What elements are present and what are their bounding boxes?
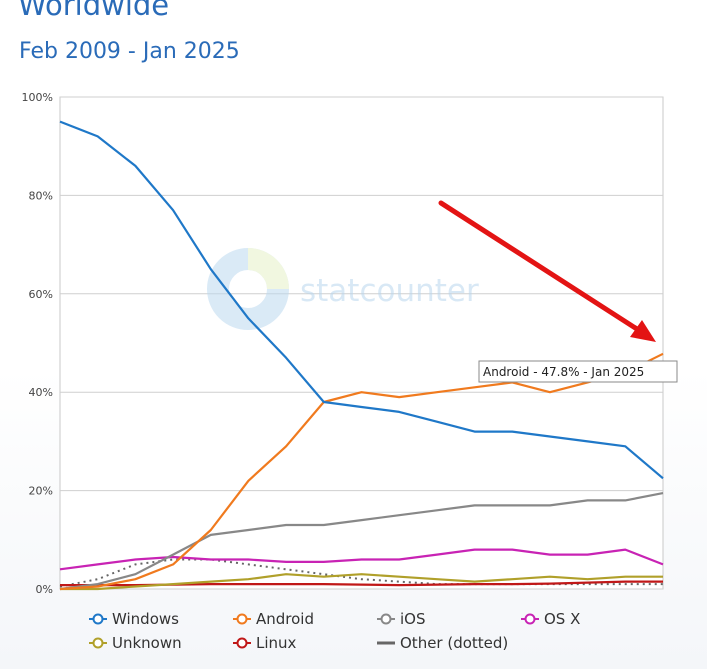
chart-legend: Windows Android iOS OS X Unknown Linux Other (… bbox=[88, 610, 628, 652]
legend-item-ios[interactable]: iOS bbox=[376, 610, 520, 628]
watermark-logo-accent bbox=[247, 248, 289, 290]
tooltip-text: Android - 47.8% - Jan 2025 bbox=[483, 365, 644, 379]
legend-label: OS X bbox=[544, 610, 581, 628]
chart-subtitle: Feb 2009 - Jan 2025 bbox=[19, 39, 240, 64]
arrow-shaft bbox=[438, 200, 643, 334]
y-tick-label: 80% bbox=[29, 189, 53, 202]
series-line-windows bbox=[59, 120, 664, 480]
legend-item-os-x[interactable]: OS X bbox=[520, 610, 628, 628]
chart-title: Worldwide bbox=[18, 0, 170, 22]
legend-circle-icon bbox=[377, 613, 395, 625]
tooltip: Android - 47.8% - Jan 2025 bbox=[478, 360, 678, 383]
y-tick-label: 100% bbox=[22, 91, 53, 104]
legend-item-android[interactable]: Android bbox=[232, 610, 376, 628]
series-line-os-x bbox=[59, 548, 664, 571]
legend-circle-icon bbox=[233, 613, 251, 625]
series-line-unknown bbox=[60, 573, 663, 591]
line-chart: 0% 20% 40% 60% 80% 100% statcounter Android - 4… bbox=[22, 91, 678, 596]
legend-label: Windows bbox=[112, 610, 179, 628]
series-line-ios bbox=[59, 492, 664, 591]
legend-label: Unknown bbox=[112, 634, 182, 652]
legend-label: iOS bbox=[400, 610, 426, 628]
y-tick-label: 40% bbox=[29, 386, 53, 399]
y-tick-label: 60% bbox=[29, 288, 53, 301]
legend-item-windows[interactable]: Windows bbox=[88, 610, 232, 628]
legend-label: Android bbox=[256, 610, 314, 628]
legend-circle-icon bbox=[89, 613, 107, 625]
red-arrow-annotation bbox=[438, 200, 656, 342]
arrow-head bbox=[630, 320, 656, 342]
plot-area bbox=[59, 96, 664, 590]
y-tick-label: 20% bbox=[29, 485, 53, 498]
legend-line-icon bbox=[377, 641, 395, 645]
legend-item-other-dotted[interactable]: Other (dotted) bbox=[376, 634, 520, 652]
tooltip-box bbox=[478, 360, 678, 383]
legend-label: Linux bbox=[256, 634, 297, 652]
y-tick-label: 0% bbox=[36, 583, 53, 596]
series-line-other-dotted bbox=[59, 558, 663, 588]
legend-item-linux[interactable]: Linux bbox=[232, 634, 376, 652]
legend-item-unknown[interactable]: Unknown bbox=[88, 634, 232, 652]
legend-circle-icon bbox=[521, 613, 539, 625]
watermark-text: statcounter bbox=[300, 273, 479, 309]
legend-label: Other (dotted) bbox=[400, 634, 509, 652]
legend-circle-icon bbox=[89, 637, 107, 649]
series-line-android bbox=[59, 352, 664, 591]
legend-circle-icon bbox=[233, 637, 251, 649]
